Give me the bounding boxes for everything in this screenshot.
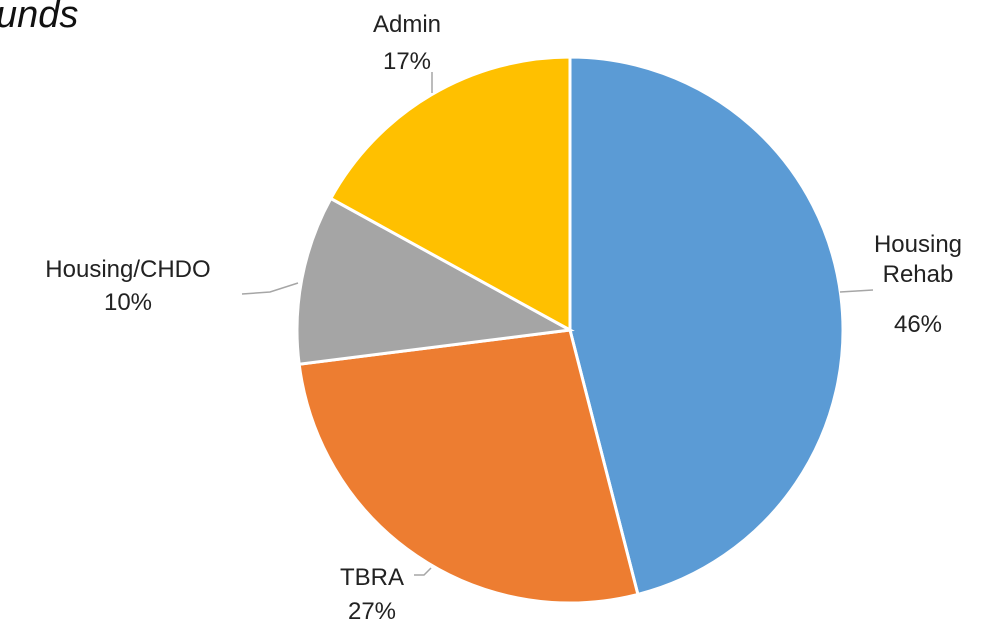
slice-label: Housing/CHDO xyxy=(45,256,211,283)
slice-value-label: 27% xyxy=(347,598,397,625)
slice-value-label: 10% xyxy=(103,289,153,316)
slice-label: TBRA xyxy=(339,564,404,591)
slice-label: Admin xyxy=(372,11,442,38)
slice-value-label: 46% xyxy=(893,311,943,338)
leader-line xyxy=(241,282,299,295)
pie-slice xyxy=(328,55,572,333)
slice-value-label: 17% xyxy=(382,48,432,75)
pie-slice xyxy=(568,55,845,597)
pie-slice xyxy=(297,328,640,605)
chart-title: unds xyxy=(0,0,79,36)
pie-slice xyxy=(295,196,575,366)
leader-line xyxy=(839,289,874,293)
leader-line xyxy=(414,567,432,576)
slice-label: Housing Rehab xyxy=(873,231,963,288)
